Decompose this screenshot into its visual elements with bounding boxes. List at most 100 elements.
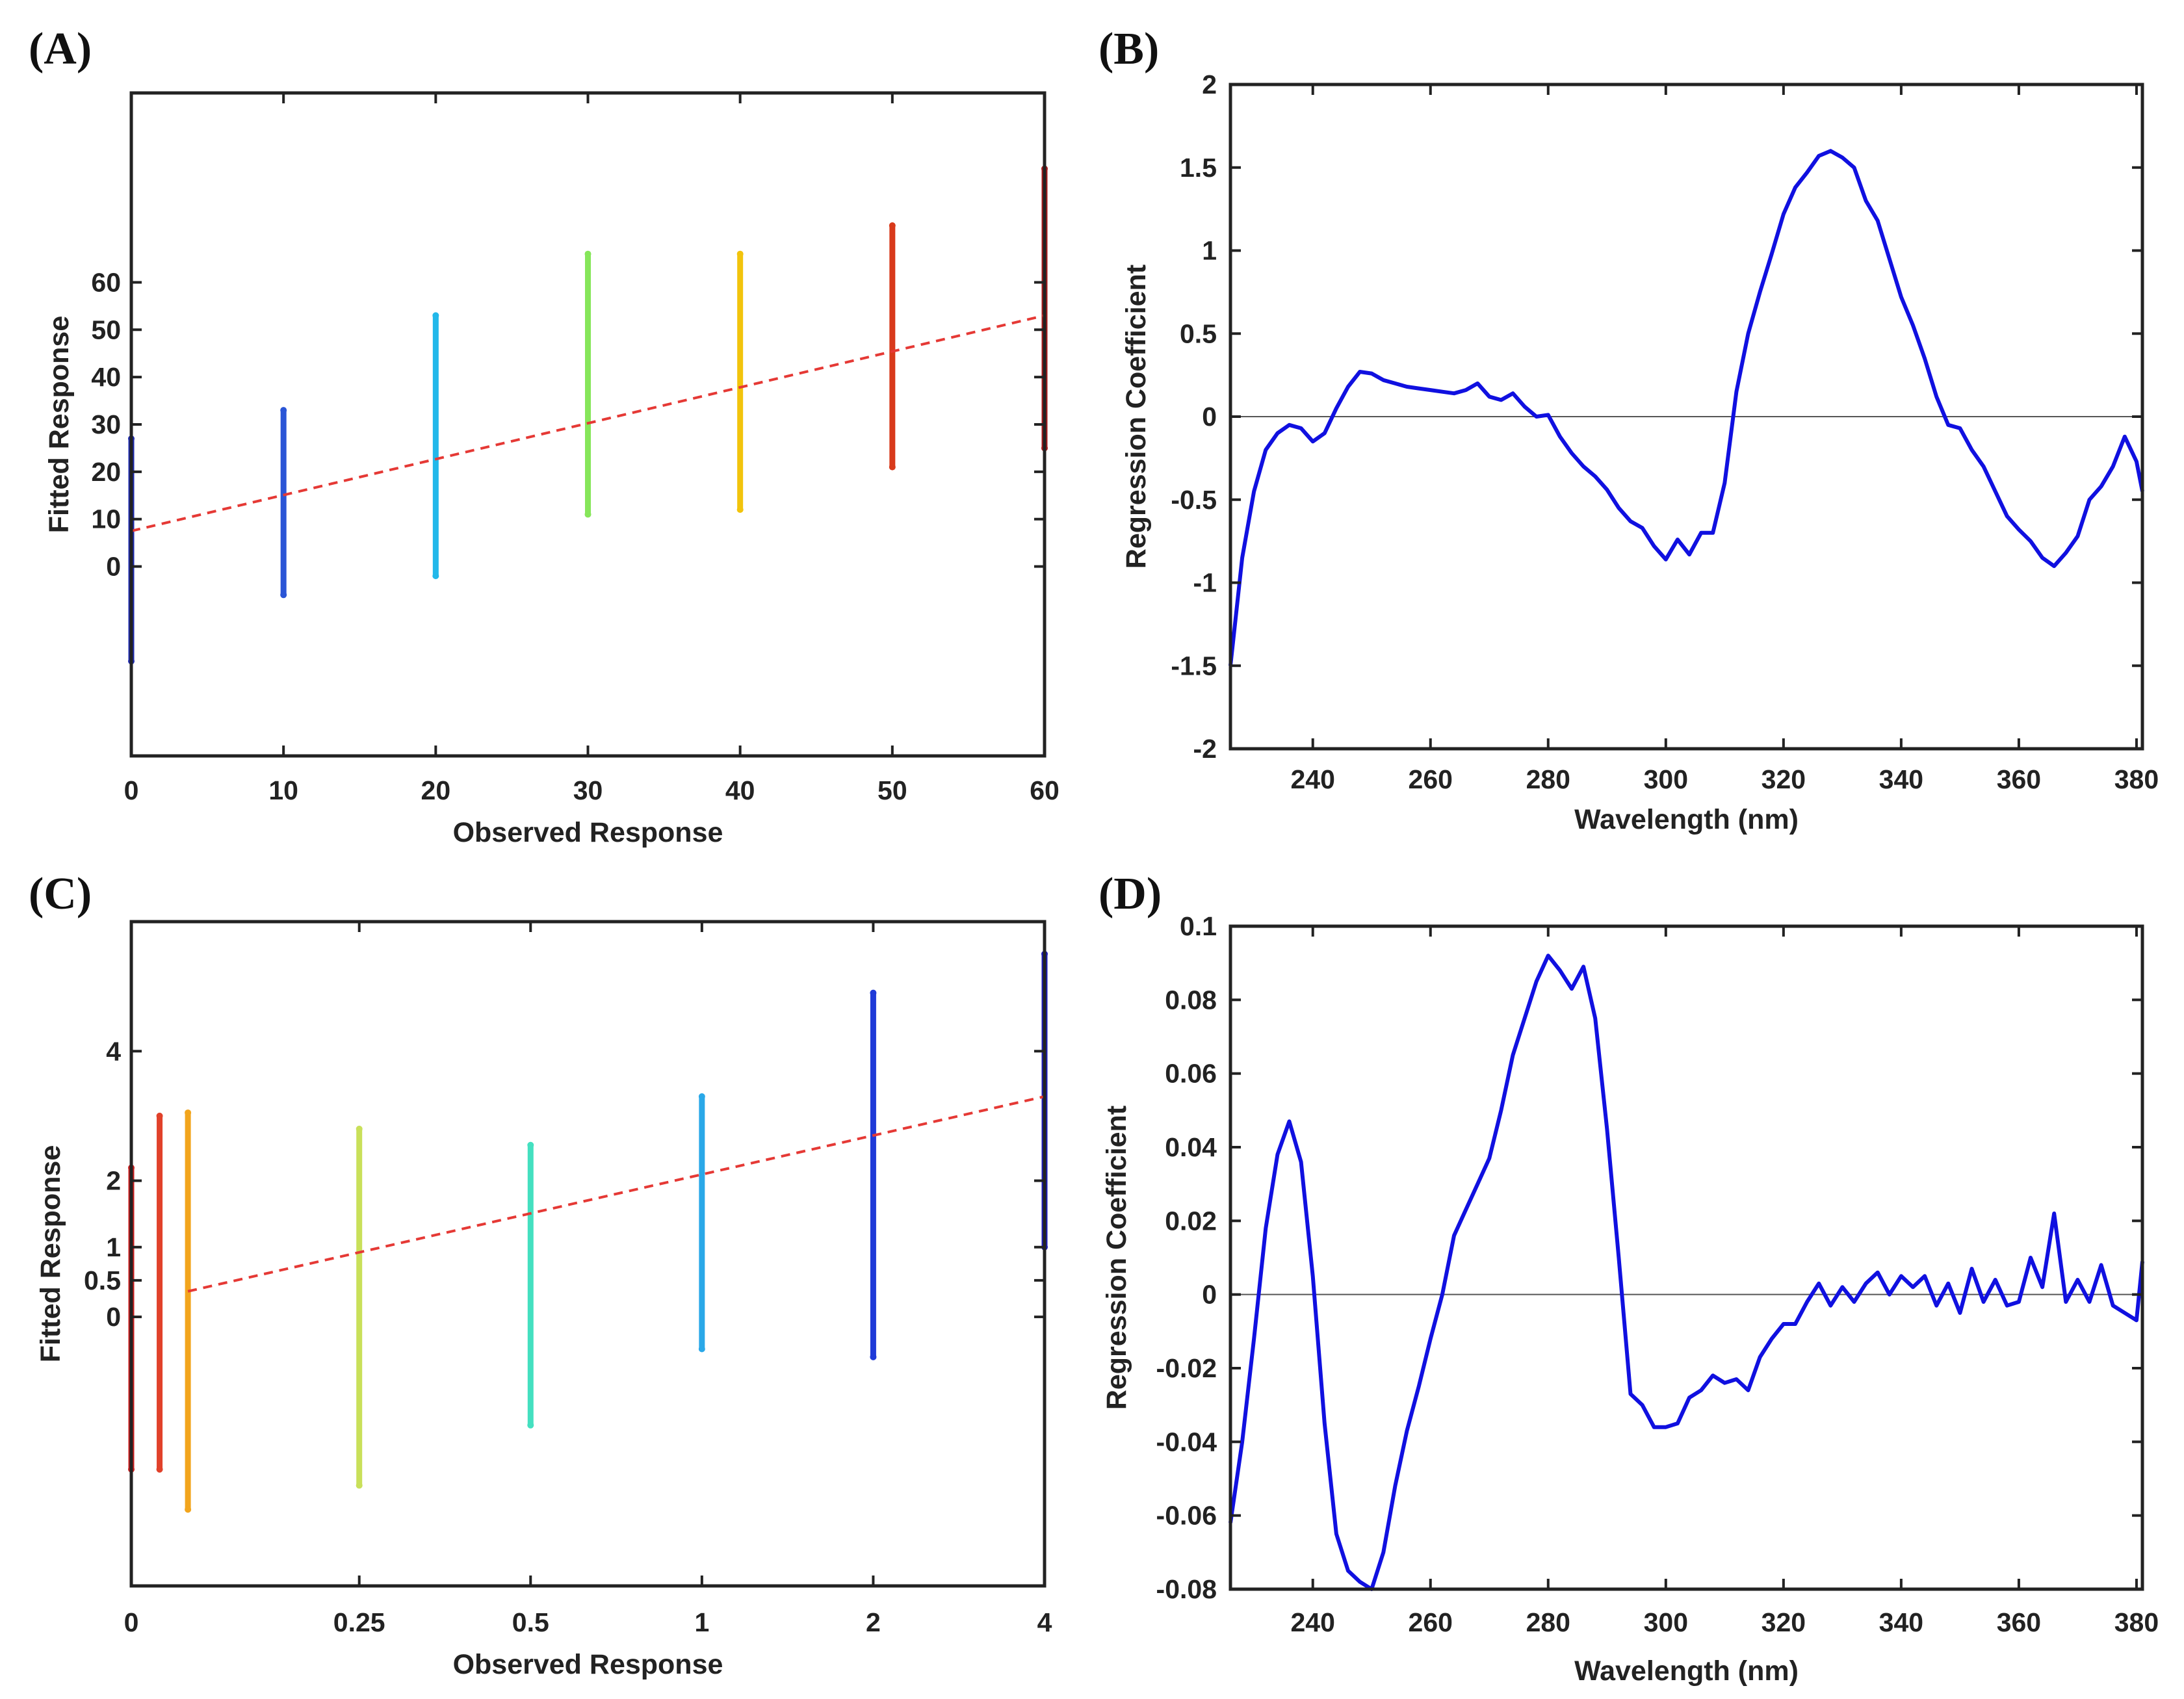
x-tick-label: 300 [1644,1607,1688,1637]
scatter-point-max [698,1093,705,1100]
y-tick-label: 60 [91,267,121,297]
scatter-point-max [185,1109,192,1116]
y-tick-label: 1.5 [1180,153,1217,183]
scatter-point-min [432,573,439,580]
y-tick-label: 2 [106,1166,121,1196]
scatter-point-min [156,1466,163,1473]
x-tick-label: 0 [124,775,139,805]
axes-frame [129,920,1046,1588]
y-tick-label: 0 [106,552,121,582]
x-tick-label: 260 [1409,764,1453,794]
x-tick-label: 340 [1879,764,1923,794]
y-tick-label: -1 [1193,568,1217,598]
scatter-point-max [156,1112,163,1119]
x-tick-label: 4 [1037,1607,1052,1637]
panel-a: (A) 0 10 20 30 40 50 60 0 10 20 30 40 50 60 Observed Re… [29,24,1060,848]
y-tick-label: -0.08 [1156,1574,1217,1604]
x-tick-label: 360 [1997,1607,2041,1637]
x-tick-label: 30 [573,775,603,805]
x-tick-label: 60 [1030,775,1060,805]
scatter-point-min [584,511,592,518]
scatter-point-min [736,506,744,513]
x-tick-label: 320 [1762,764,1806,794]
y-tick-label: 0.02 [1165,1206,1217,1236]
panel-d: (D) 240 260 280 300 320 340 360 380 -0.08 -0.06 -0.… [1098,869,2159,1687]
x-tick-label: 260 [1409,1607,1453,1637]
scatter-point-max [870,989,877,996]
scatter-point-min [527,1421,534,1429]
scatter-point-max [736,250,744,257]
scatter-point-min [889,463,896,471]
scatter-point-min [870,1353,877,1360]
panel-label: (B) [1098,24,1159,74]
x-tick-label: 300 [1644,764,1688,794]
x-tick-label: 50 [878,775,907,805]
y-axis-label: Fitted Response [35,1145,66,1363]
y-tick-label: -2 [1193,734,1217,764]
x-tick-label: 40 [725,775,755,805]
scatter-point-min [356,1482,363,1489]
y-tick-label: 1 [106,1232,121,1262]
y-tick-label: 4 [106,1036,121,1066]
x-tick-label: 2 [866,1607,881,1637]
x-axis-label: Observed Response [453,1649,723,1680]
scatter-point-max [356,1125,363,1132]
fit-line [131,314,1045,532]
series-line [1228,953,2144,1591]
scatter-point-max [432,312,439,319]
y-tick-label: 0 [106,1302,121,1332]
x-tick-label: 0.25 [333,1607,385,1637]
scatter-point-max [280,407,287,414]
y-tick-label: 10 [91,504,121,534]
y-tick-label: -0.04 [1156,1427,1217,1457]
x-tick-label: 0 [124,1607,139,1637]
x-tick-label: 240 [1291,764,1335,794]
y-tick-label: 0.5 [1180,318,1217,348]
y-tick-label: -0.06 [1156,1501,1217,1531]
x-tick-label: 0.5 [512,1607,549,1637]
panel-label: (A) [29,24,92,74]
panel-label: (C) [29,869,92,919]
y-tick-label: 0.04 [1165,1132,1217,1162]
y-tick-label: -0.5 [1171,485,1217,515]
x-tick-label: 10 [268,775,298,805]
y-tick-label: 0.06 [1165,1059,1217,1089]
panel-b: (B) 240 260 280 300 320 340 360 380 -2 -1.5 -1 -0.5 0… [1098,24,2159,835]
x-tick-label: 280 [1526,1607,1570,1637]
y-axis-label: Regression Coefficient [1121,265,1152,569]
x-tick-label: 340 [1879,1607,1923,1637]
y-tick-label: 0.08 [1165,985,1217,1015]
y-tick-label: 2 [1202,70,1217,99]
scatter-point-min [185,1506,192,1513]
y-tick-label: 50 [91,315,121,344]
x-tick-label: 380 [2114,1607,2159,1637]
scatter-point-min [698,1345,705,1353]
y-tick-label: -1.5 [1171,651,1217,681]
x-axis-label: Wavelength (nm) [1574,804,1799,835]
y-axis-label: Regression Coefficient [1101,1106,1132,1410]
y-tick-label: 0 [1202,402,1217,432]
y-axis-label: Fitted Response [44,316,75,534]
y-tick-label: 20 [91,457,121,487]
x-tick-label: 20 [421,775,451,805]
x-tick-label: 380 [2114,764,2159,794]
y-tick-label: 1 [1202,236,1217,266]
y-tick-label: 0.1 [1180,911,1217,941]
y-tick-label: -0.02 [1156,1353,1217,1383]
scatter-point-max [527,1141,534,1148]
x-tick-label: 1 [694,1607,709,1637]
x-axis-label: Wavelength (nm) [1574,1655,1799,1687]
panel-label: (D) [1098,869,1162,919]
x-tick-label: 240 [1291,1607,1335,1637]
x-tick-label: 360 [1997,764,2041,794]
x-axis-label: Observed Response [453,817,723,848]
axes-frame [1228,924,2144,1591]
series-line [1228,149,2144,666]
scatter-point-max [584,250,592,257]
scatter-point-min [280,591,287,599]
x-tick-label: 280 [1526,764,1570,794]
x-tick-label: 320 [1762,1607,1806,1637]
y-tick-label: 0 [1202,1280,1217,1310]
